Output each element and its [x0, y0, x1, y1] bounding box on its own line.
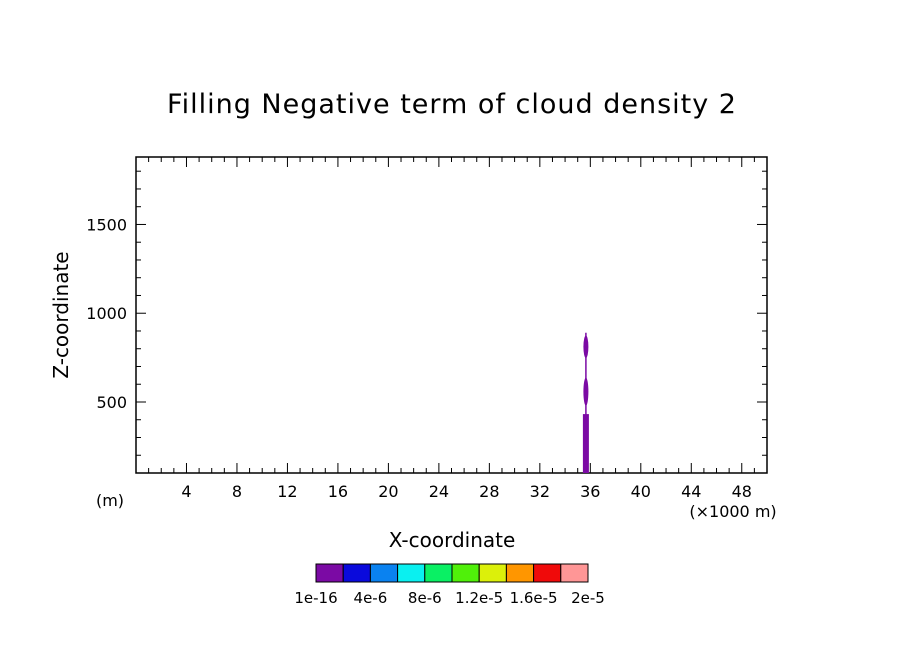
x-tick-label: 4: [181, 482, 191, 501]
x-tick-label: 36: [580, 482, 600, 501]
colorbar-swatch: [315, 563, 344, 583]
colorbar-swatch: [424, 563, 453, 583]
minor-ticks: [136, 157, 767, 473]
colorbar-label: 1.6e-5: [510, 589, 558, 607]
x-tick-label: 8: [232, 482, 242, 501]
feature-lobe-middle-0: [583, 377, 589, 406]
x-tick-label: 44: [681, 482, 701, 501]
x-tick-label: 48: [732, 482, 752, 501]
x-tick-label: 24: [429, 482, 449, 501]
colorbar-swatch: [505, 563, 535, 583]
colorbar-swatch: [369, 563, 399, 583]
colorbar-swatch: [533, 563, 562, 583]
colorbar-label: 2e-5: [571, 589, 605, 607]
colorbar-label: 4e-6: [354, 589, 388, 607]
x-unit-left: (m): [96, 491, 124, 510]
y-axis-label: Z-coordinate: [49, 251, 73, 378]
colorbar-swatch: [560, 563, 589, 583]
colorbar-swatch: [478, 563, 507, 583]
x-tick-label: 12: [277, 482, 297, 501]
x-unit-right: (×1000 m): [689, 502, 776, 521]
y-tick-label: 1500: [86, 215, 127, 234]
x-tick-label: 20: [378, 482, 398, 501]
x-tick-label: 32: [530, 482, 550, 501]
x-axis-label: X-coordinate: [389, 528, 516, 552]
feature-lobe-upper-0: [583, 335, 589, 358]
plot-frame: [135, 156, 768, 474]
colorbar-swatch: [397, 563, 426, 583]
x-tick-label: 16: [328, 482, 348, 501]
colorbar-label: 8e-6: [408, 589, 442, 607]
x-tick-label: 40: [631, 482, 651, 501]
feature-base-0: [582, 414, 589, 473]
chart-title: Filling Negative term of cloud density 2: [167, 89, 737, 120]
data-features: [582, 332, 589, 473]
colorbar-swatch: [451, 563, 480, 583]
colorbar-labels: 1e-16 4e-6 8e-6 1.2e-5 1.6e-5 2e-5: [294, 589, 605, 607]
x-axis-ticks: 4 8 12 16 20 24 28 32 36 40 44 48: [181, 157, 752, 501]
colorbar-label: 1e-16: [294, 589, 337, 607]
colorbar-label: 1.2e-5: [455, 589, 503, 607]
y-tick-label: 1000: [86, 304, 127, 323]
colorbar: [315, 563, 589, 583]
y-tick-label: 500: [96, 393, 127, 412]
colorbar-swatch: [342, 563, 371, 583]
y-axis-ticks: 500 1000 1500: [86, 215, 767, 412]
x-tick-label: 28: [479, 482, 499, 501]
